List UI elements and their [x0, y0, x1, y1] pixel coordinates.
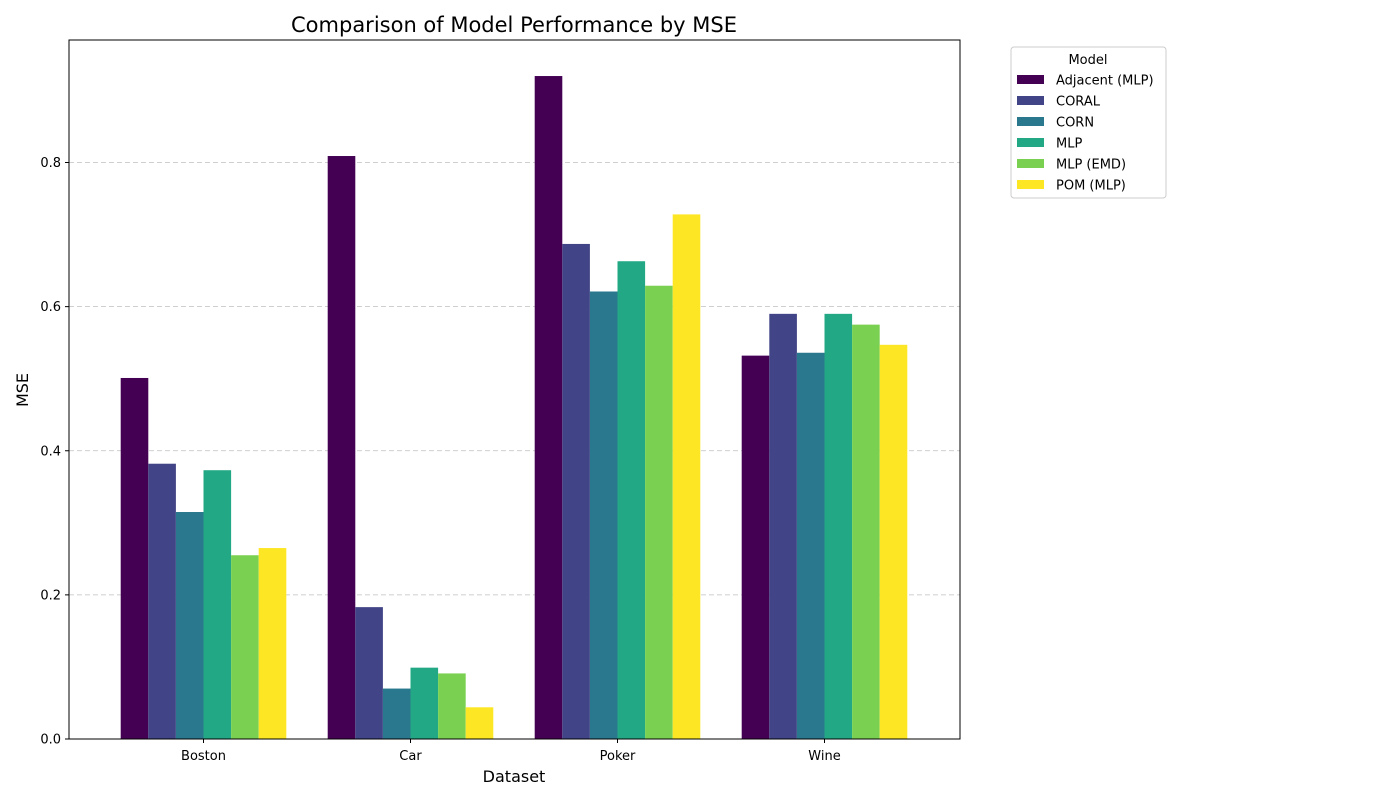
bar-wine-0	[741, 355, 770, 739]
bar-car-3	[410, 667, 439, 739]
bar-boston-2	[175, 512, 204, 739]
legend-swatch	[1017, 180, 1044, 189]
x-axis-label: Dataset	[483, 767, 546, 786]
legend-label: MLP (EMD)	[1056, 158, 1126, 173]
bar-car-0	[327, 156, 356, 739]
plot-frame	[68, 39, 961, 740]
bar-boston-1	[148, 463, 176, 739]
legend-swatch	[1017, 159, 1044, 168]
x-tick-label: Poker	[600, 749, 636, 764]
legend-title: Model	[1068, 53, 1107, 68]
x-axis: Boston Car Poker Wine	[181, 739, 841, 764]
legend-label: CORAL	[1056, 95, 1101, 110]
x-tick-label: Wine	[808, 749, 840, 764]
legend-swatch	[1017, 138, 1044, 147]
bar-poker-4	[645, 285, 673, 739]
legend-frame	[1010, 46, 1167, 199]
legend-label: POM (MLP)	[1056, 179, 1126, 194]
bar-poker-0	[534, 76, 563, 739]
bar-poker-1	[562, 243, 590, 739]
legend: Model Adjacent (MLP) CORAL CORN MLP MLP (EMD…	[1010, 46, 1167, 199]
bar-poker-3	[617, 261, 646, 739]
legend-items: Adjacent (MLP) CORAL CORN MLP MLP (EMD) POM (…	[1017, 74, 1154, 194]
bar-boston-0	[120, 377, 149, 739]
legend-label: MLP	[1056, 137, 1082, 152]
bar-poker-5	[672, 214, 701, 739]
legend-swatch	[1017, 117, 1044, 126]
legend-swatch	[1017, 75, 1044, 84]
y-axis-label: MSE	[13, 373, 32, 407]
bar-wine-2	[796, 352, 825, 739]
bar-car-1	[355, 607, 383, 739]
bar-car-4	[438, 673, 466, 739]
bar-poker-2	[589, 291, 618, 739]
y-tick-label: 0.2	[40, 588, 61, 603]
legend-label: Adjacent (MLP)	[1056, 74, 1154, 89]
y-tick-label: 0.4	[40, 444, 61, 459]
bar-wine-1	[769, 313, 797, 739]
y-tick-label: 0.6	[40, 300, 61, 315]
bar-wine-4	[852, 324, 880, 739]
bars	[120, 76, 908, 739]
bar-boston-5	[258, 548, 287, 739]
chart-title: Comparison of Model Performance by MSE	[291, 13, 737, 37]
legend-swatch	[1017, 96, 1044, 105]
bar-car-2	[382, 688, 411, 739]
bar-car-5	[465, 707, 494, 739]
y-tick-label: 0.8	[40, 156, 61, 171]
x-tick-label: Boston	[181, 749, 226, 764]
bar-wine-3	[824, 313, 853, 739]
legend-label: CORN	[1056, 116, 1094, 131]
bar-boston-3	[203, 470, 232, 739]
y-tick-label: 0.0	[40, 733, 61, 748]
bar-wine-5	[879, 344, 908, 739]
bar-boston-4	[231, 555, 259, 739]
x-tick-label: Car	[399, 749, 422, 764]
y-axis: 0.0 0.2 0.4 0.6 0.8	[40, 156, 69, 748]
